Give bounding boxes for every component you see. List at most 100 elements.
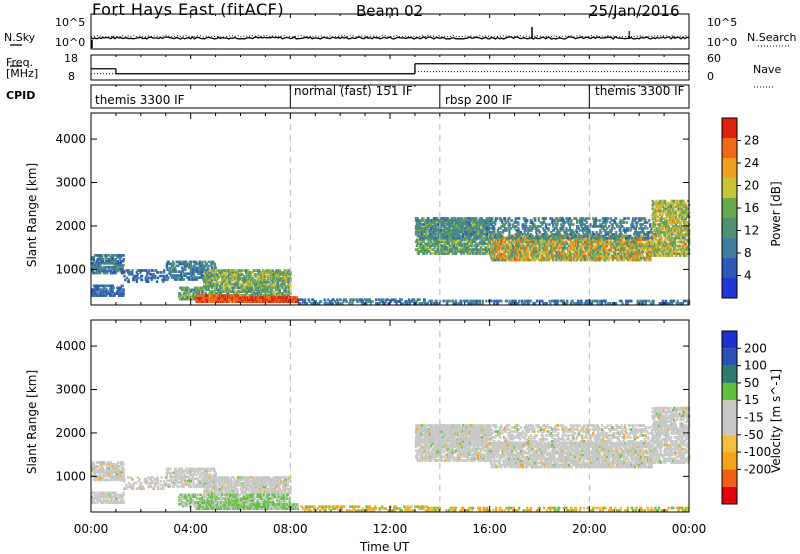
range-cell [277,275,281,278]
range-cell [461,244,464,247]
range-cell [108,262,111,265]
range-cell [455,248,458,251]
range-cell [446,250,449,253]
range-cell [280,277,283,280]
range-cell [391,298,394,301]
range-cell [111,290,114,293]
range-cell [399,302,403,305]
range-cell [174,268,177,272]
range-cell [100,284,104,288]
range-cell [195,260,198,264]
range-cell [190,272,193,275]
range-cell [395,302,398,305]
range-cell [98,269,101,273]
range-cell [448,299,451,303]
range-cell [422,219,425,222]
range-cell [432,244,435,247]
range-cell [101,260,104,263]
range-cell [204,292,208,295]
range-cell [175,264,178,268]
range-cell [184,266,187,270]
range-cell [258,282,261,286]
range-cell [226,271,229,274]
range-cell [314,300,317,303]
range-cell [454,240,457,244]
range-cell [481,299,484,303]
range-cell [665,299,668,303]
range-cell [532,302,535,305]
range-cell [181,288,184,292]
range-cell [349,298,352,301]
range-cell [276,277,279,280]
range-cell [436,221,439,224]
range-cell [420,223,423,226]
range-cell [652,299,655,303]
range-cell [435,299,438,303]
range-cell [645,299,648,303]
range-cell [161,274,164,278]
range-cell [249,298,252,301]
range-cell [453,238,456,242]
range-cell [118,288,122,291]
range-cell [152,276,155,280]
range-cell [163,274,166,278]
range-cell [228,269,231,272]
range-cell [442,299,445,303]
range-cell [277,280,280,284]
range-cell [205,298,208,301]
range-cell [201,260,204,264]
range-cell [448,226,451,230]
range-cell [274,273,277,276]
nave-label: Nave [753,63,782,76]
range-cell [463,250,467,253]
range-cell [210,264,213,268]
freq-left-tick-top: 18 [64,52,78,65]
range-cell [418,228,421,232]
range-cell [244,296,247,299]
range-cell [192,272,195,275]
range-cell [447,232,450,236]
range-cell [289,273,292,276]
range-cell [118,286,121,290]
range-cell [243,275,246,278]
range-cell [185,294,188,297]
range-cell [596,299,599,303]
range-cell [189,266,192,270]
range-cell [211,286,214,290]
range-cell [193,297,196,301]
range-cell [108,254,111,257]
range-cell [108,269,111,273]
range-cell [435,240,438,244]
range-cell [112,286,115,290]
range-cell [430,299,434,303]
range-cell [156,280,159,283]
range-cell [535,299,539,303]
range-cell [421,248,424,251]
range-cell [188,266,191,270]
range-cell [686,299,689,303]
range-cell [451,242,454,246]
range-cell [281,286,284,290]
range-cell [91,288,95,291]
range-cell [421,240,424,244]
range-cell [272,284,275,288]
range-cell [406,302,409,305]
range-cell [250,288,253,292]
range-cell [120,263,123,267]
range-cell [468,250,471,253]
range-cell [538,299,541,303]
range-cell [500,299,503,303]
range-cell [514,302,517,305]
range-cell [257,284,260,288]
range-cell [117,262,120,265]
range-cell [362,302,365,305]
range-cell [223,279,226,282]
range-cell [417,250,420,253]
range-cell [170,266,173,270]
range-cell [359,298,362,301]
range-cell [97,260,100,263]
range-cell [288,290,291,293]
range-cell [195,300,198,303]
range-cell [298,298,301,301]
range-cell [206,279,209,282]
